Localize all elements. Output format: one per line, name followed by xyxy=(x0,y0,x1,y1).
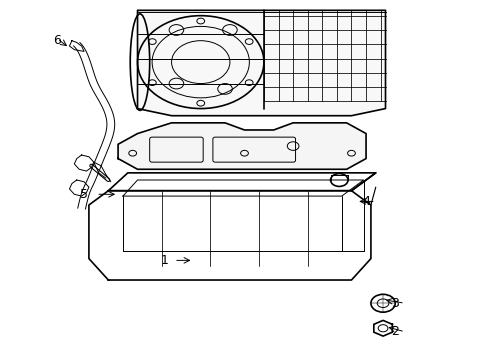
Polygon shape xyxy=(137,10,385,116)
Text: 4: 4 xyxy=(362,195,369,208)
Text: 5: 5 xyxy=(80,188,88,201)
Polygon shape xyxy=(118,123,366,169)
Text: 6: 6 xyxy=(53,34,61,47)
Text: 1: 1 xyxy=(160,254,168,267)
Text: 3: 3 xyxy=(390,297,398,310)
Text: 2: 2 xyxy=(390,325,398,338)
